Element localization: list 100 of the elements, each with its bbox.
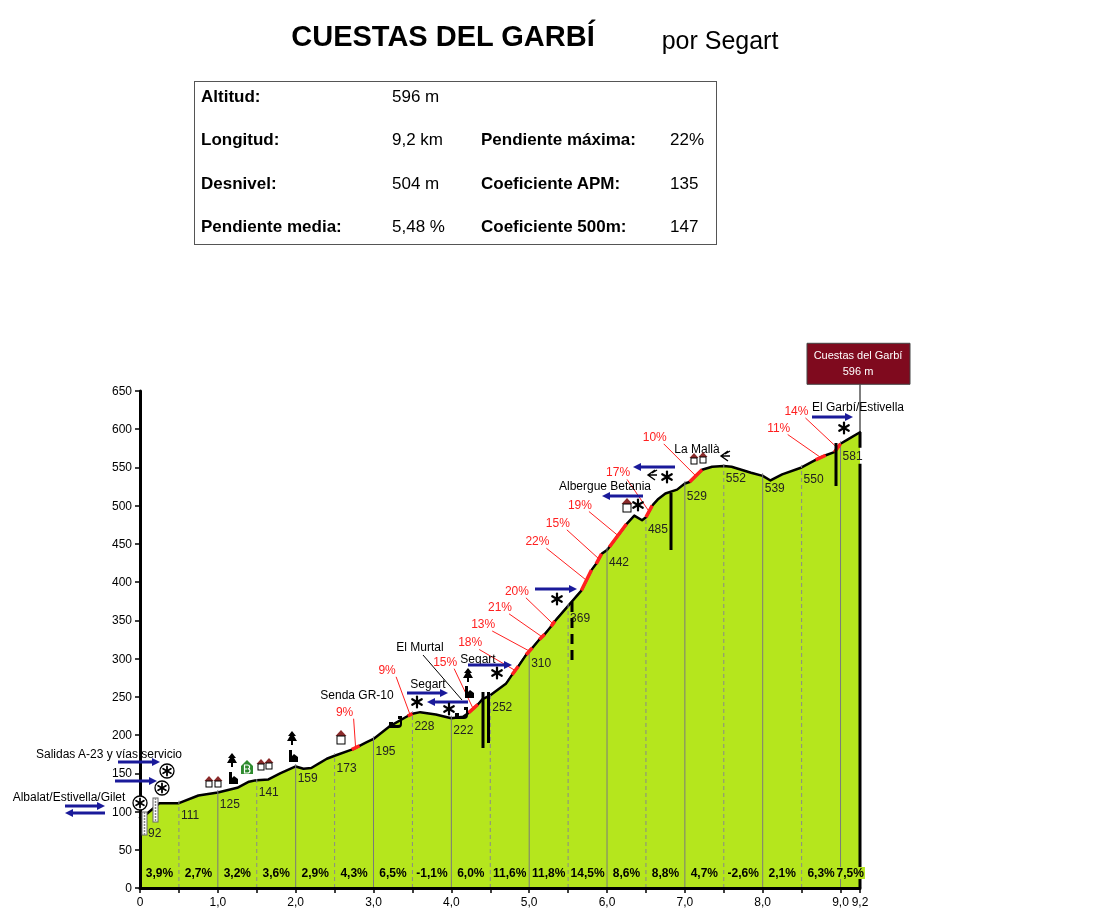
annotation: 3,9%	[145, 866, 174, 880]
annotation: Segart	[410, 677, 447, 691]
annotation: 19%	[567, 497, 593, 512]
annotation: 22%	[525, 534, 550, 549]
data-label: 539	[764, 480, 786, 495]
data-label: 222	[453, 723, 474, 738]
text: 147	[670, 217, 699, 237]
annotation: 7,5%	[836, 866, 865, 880]
annotation: El Garbí/Estivella	[811, 400, 905, 414]
annotation: 9%	[378, 662, 397, 677]
annotation: 18%	[458, 635, 483, 650]
chart-title: CUESTAS DEL GARBÍ	[291, 19, 595, 53]
text: Pendiente media:	[201, 217, 342, 237]
y-tick-label: 350	[111, 613, 133, 628]
y-tick-label: 300	[111, 651, 133, 666]
annotation: 2,1%	[768, 866, 797, 880]
x-tick-label: 3,0	[365, 895, 383, 909]
annotation: 4,7%	[690, 866, 719, 880]
annotation: 2,9%	[301, 866, 330, 880]
data-label: 552	[725, 470, 747, 485]
annotation: 3,2%	[223, 866, 252, 880]
y-tick-label: 400	[111, 575, 133, 590]
annotation: 11,6%	[493, 866, 527, 880]
annotation: 6,0%	[457, 866, 485, 880]
text: Pendiente máxima:	[481, 130, 636, 150]
annotation: 6,5%	[379, 866, 407, 880]
annotation: 13%	[471, 616, 496, 631]
annotation: 8,8%	[651, 866, 680, 880]
x-tick-label: 5,0	[520, 895, 538, 909]
y-tick-label: 200	[111, 728, 133, 743]
data-label: 173	[336, 760, 357, 775]
data-label: 228	[414, 718, 435, 733]
text: Albalat/Estivella/Gilet	[12, 790, 127, 804]
text: 596 m	[392, 87, 440, 107]
annotation: 17%	[606, 465, 631, 480]
text: 135	[670, 174, 699, 194]
data-label: 159	[297, 771, 319, 786]
text: 596 m	[842, 365, 874, 378]
annotation: 14%	[784, 403, 809, 418]
x-tick-label: 0	[136, 895, 144, 909]
text: 504 m	[392, 174, 440, 194]
annotation: -1,1%	[416, 866, 448, 880]
annotation: 9%	[335, 704, 354, 719]
x-tick-label: 2,0	[287, 895, 305, 909]
annotation: La Mallà	[674, 442, 720, 456]
x-tick-label: 8,0	[754, 895, 772, 909]
annotation: 10%	[642, 429, 668, 444]
x-tick-label: 7,0	[676, 895, 694, 909]
y-tick-label: 50	[118, 842, 133, 857]
y-tick-label: 450	[111, 536, 133, 551]
annotation: 4,3%	[340, 866, 369, 880]
annotation: 2,7%	[184, 866, 213, 880]
annotation: -2,6%	[727, 866, 760, 880]
data-label: 252	[492, 700, 513, 715]
annotation: 15%	[545, 515, 571, 530]
y-tick-label: 250	[111, 689, 133, 704]
annotation: 11,8%	[531, 866, 566, 880]
x-tick-label: 9,2	[851, 895, 869, 909]
text: 5,48 %	[392, 217, 445, 237]
chart-subtitle: por Segart	[661, 25, 779, 55]
text: Coeficiente 500m:	[481, 217, 627, 237]
y-tick-label: 150	[111, 766, 133, 781]
x-tick-label: 4,0	[443, 895, 461, 909]
text: 9,2 km	[392, 130, 444, 150]
data-label: 92	[148, 825, 162, 840]
data-label: 111	[180, 808, 200, 823]
x-tick-label: 1,0	[209, 895, 227, 909]
annotation: 6,3%	[807, 866, 836, 880]
annotation: Albergue Betania	[558, 479, 652, 493]
data-label: 310	[531, 655, 552, 670]
y-tick-label: 650	[111, 384, 133, 398]
annotation: 15%	[433, 654, 458, 669]
x-tick-label: 6,0	[598, 895, 616, 909]
annotation: 20%	[504, 583, 530, 598]
text: Altitud:	[201, 87, 261, 107]
y-tick-label: 100	[111, 804, 133, 819]
text: 22%	[670, 130, 705, 150]
y-tick-label: 500	[111, 498, 133, 513]
text: Cuestas del Garbí	[813, 349, 903, 362]
annotation: 3,6%	[262, 866, 291, 880]
data-label: 529	[686, 488, 708, 503]
x-tick-label: 9,0	[832, 895, 850, 909]
data-label: 369	[570, 610, 591, 625]
text: Desnivel:	[201, 174, 277, 194]
data-label: 195	[375, 743, 396, 758]
annotation: 8,6%	[612, 866, 641, 880]
y-tick-label: 550	[111, 460, 133, 475]
data-label: 125	[219, 797, 241, 812]
annotation: Salidas A-23 y vías servicio	[35, 747, 183, 761]
annotation: Senda GR-10	[320, 688, 395, 702]
annotation: 21%	[488, 599, 513, 614]
data-label: 550	[803, 472, 824, 487]
y-tick-label: 600	[111, 422, 133, 437]
text: Longitud:	[201, 130, 280, 150]
data-label: 141	[258, 785, 280, 800]
annotation: 14,5%	[570, 866, 605, 880]
data-label: 442	[609, 555, 630, 570]
text: Coeficiente APM:	[481, 174, 621, 194]
annotation: El Murtal	[396, 640, 444, 654]
y-tick-label: 0	[125, 881, 133, 895]
